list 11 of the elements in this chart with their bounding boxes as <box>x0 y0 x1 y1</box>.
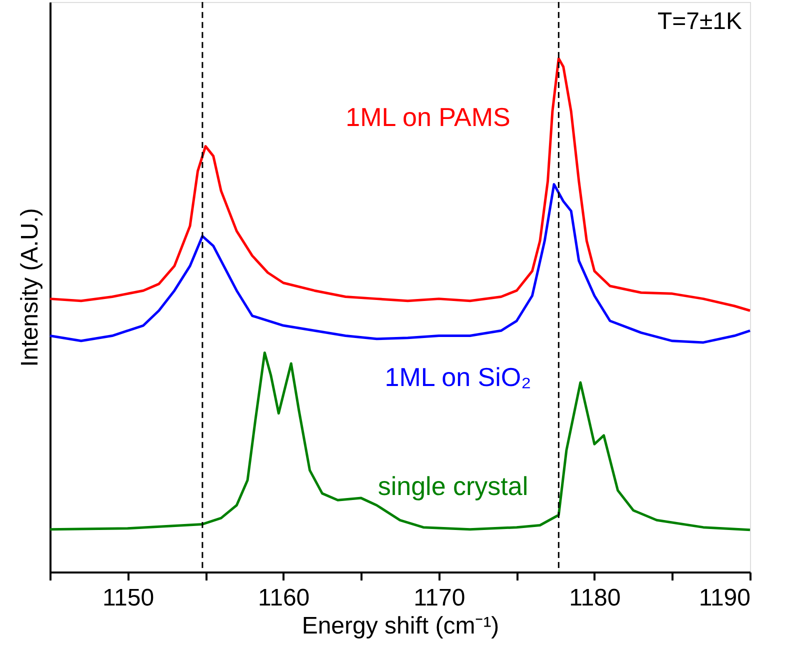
x-tick-label: 1160 <box>258 584 310 612</box>
x-tick-label: 1170 <box>414 584 466 612</box>
series-label: single crystal <box>378 471 528 501</box>
y-axis-title: Intensity (A.U.) <box>16 208 44 367</box>
x-tick-label: 1180 <box>569 584 621 612</box>
series-label: 1ML on SiO₂ <box>384 362 532 392</box>
x-axis-title: Energy shift (cm⁻¹) <box>302 612 500 640</box>
series-label: 1ML on PAMS <box>346 102 510 132</box>
text: T=7±1K <box>657 8 742 35</box>
x-tick-label: 1150 <box>102 584 154 612</box>
x-tick-label: 1190 <box>698 584 750 612</box>
